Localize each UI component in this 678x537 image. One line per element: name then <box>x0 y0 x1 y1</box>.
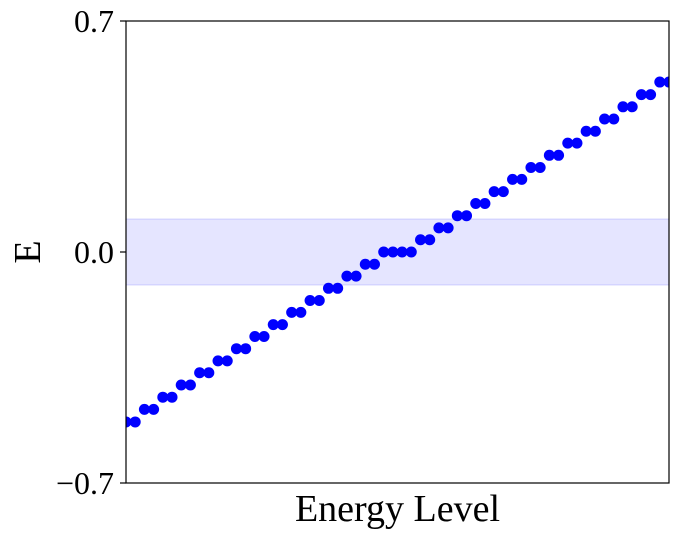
data-point <box>387 246 399 258</box>
data-point <box>126 416 132 428</box>
data-point <box>240 343 252 355</box>
data-point <box>461 210 473 222</box>
data-point <box>645 89 657 101</box>
data-point <box>341 270 353 282</box>
data-point <box>507 173 519 185</box>
data-point <box>488 186 500 198</box>
data-point <box>332 282 344 294</box>
data-point <box>313 295 325 307</box>
data-point <box>138 403 150 415</box>
data-point <box>654 76 666 88</box>
data-point <box>543 149 555 161</box>
data-point <box>617 101 629 113</box>
x-axis-label: Energy Level <box>295 488 500 530</box>
data-point <box>166 391 178 403</box>
data-point <box>258 330 270 342</box>
data-point <box>184 379 196 391</box>
data-point <box>322 282 334 294</box>
data-point <box>267 319 279 331</box>
data-point <box>194 367 206 379</box>
data-point <box>553 149 565 161</box>
data-point <box>415 234 427 246</box>
data-point <box>599 113 611 125</box>
y-tick-label: −0.7 <box>56 465 114 501</box>
data-point <box>368 258 380 270</box>
data-point <box>562 137 574 149</box>
data-point <box>276 319 288 331</box>
data-point <box>221 355 233 367</box>
data-point <box>516 173 528 185</box>
data-point <box>148 403 160 415</box>
data-point <box>442 222 454 234</box>
data-point <box>157 391 169 403</box>
data-point <box>635 89 647 101</box>
data-point <box>396 246 408 258</box>
data-point <box>295 306 307 318</box>
data-point <box>497 186 509 198</box>
data-point <box>451 210 463 222</box>
data-point <box>589 125 601 137</box>
data-point <box>175 379 187 391</box>
data-point <box>378 246 390 258</box>
data-point <box>424 234 436 246</box>
data-point <box>433 222 445 234</box>
data-point <box>249 330 261 342</box>
y-tick-label: 0.7 <box>74 3 114 39</box>
data-point <box>203 367 215 379</box>
y-axis-label: E <box>7 240 49 263</box>
data-point <box>608 113 620 125</box>
data-point <box>129 416 141 428</box>
data-point <box>350 270 362 282</box>
data-point <box>286 306 298 318</box>
data-point <box>571 137 583 149</box>
data-point <box>230 343 242 355</box>
data-point <box>525 162 537 174</box>
data-point <box>534 162 546 174</box>
data-point <box>470 197 482 209</box>
data-point <box>580 125 592 137</box>
data-point <box>479 197 491 209</box>
data-point <box>304 295 316 307</box>
data-point <box>663 76 669 88</box>
data-point <box>405 246 417 258</box>
y-tick-label: 0.0 <box>74 234 114 270</box>
data-point <box>359 258 371 270</box>
data-point <box>626 101 638 113</box>
data-point <box>212 355 224 367</box>
